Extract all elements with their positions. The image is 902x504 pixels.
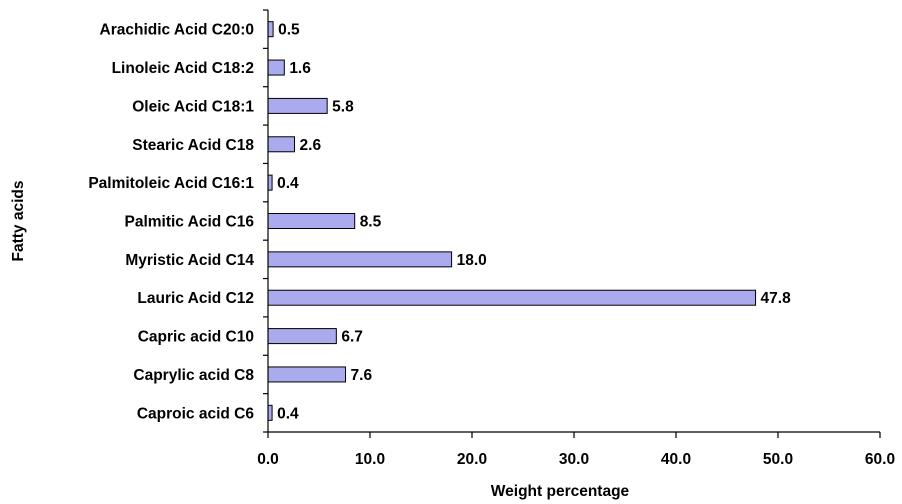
bar-1 [267,404,273,421]
value-label-6: 8.5 [360,214,382,231]
category-label-7: Palmitoleic Acid C16:1 [88,175,254,192]
value-label-1: 0.4 [277,405,299,422]
category-label-4: Lauric Acid C12 [137,290,254,307]
category-label-2: Caprylic acid C8 [133,367,254,384]
category-labels-group: Caproic acid C6 Caprylic acid C8 Capric ac… [88,22,254,423]
bar-11 [267,21,274,38]
bar-8 [267,136,296,153]
value-label-2: 7.6 [351,367,373,384]
value-label-3: 6.7 [341,329,363,346]
value-label-4: 47.8 [761,290,792,307]
x-tick-label-6: 50.0 [763,451,793,468]
bar-9 [267,97,328,114]
category-label-5: Myristic Acid C14 [125,252,254,269]
x-tick-label-2: 10.0 [355,451,385,468]
value-label-5: 18.0 [457,252,487,269]
value-label-10: 1.6 [289,60,311,77]
bars-group [267,21,757,421]
x-ticks-group: 0.0 10.0 20.0 30.0 40.0 50.0 60.0 [257,9,895,468]
y-axis-title: Fatty acids [10,181,27,262]
category-label-11: Arachidic Acid C20:0 [100,22,254,39]
value-label-11: 0.5 [278,22,300,39]
category-label-10: Linoleic Acid C18:2 [112,60,254,77]
category-label-8: Stearic Acid C18 [132,137,254,154]
value-label-7: 0.4 [277,175,299,192]
x-axis-title: Weight percentage [491,483,630,500]
bar-10 [267,59,285,76]
bar-5 [267,251,453,268]
bar-6 [267,213,356,229]
bar-7 [267,174,273,191]
x-tick-label-1: 0.0 [257,451,279,468]
value-labels-group: 0.4 7.6 6.7 47.8 18.0 8.5 0.4 2.6 5.8 1.6 0.5 [277,22,791,423]
category-label-1: Caproic acid C6 [137,405,255,422]
category-label-3: Capric acid C10 [138,329,254,346]
bar-4 [267,289,757,306]
x-tick-label-3: 20.0 [457,451,487,468]
category-label-6: Palmitic Acid C16 [124,214,254,231]
bar-2 [267,366,347,383]
x-tick-label-5: 40.0 [661,451,691,468]
category-label-9: Oleic Acid C18:1 [132,98,254,115]
value-label-9: 5.8 [332,98,354,115]
value-label-8: 2.6 [300,137,322,154]
bar-3 [267,328,337,345]
x-tick-label-4: 30.0 [559,451,589,468]
x-tick-label-7: 60.0 [865,451,895,468]
